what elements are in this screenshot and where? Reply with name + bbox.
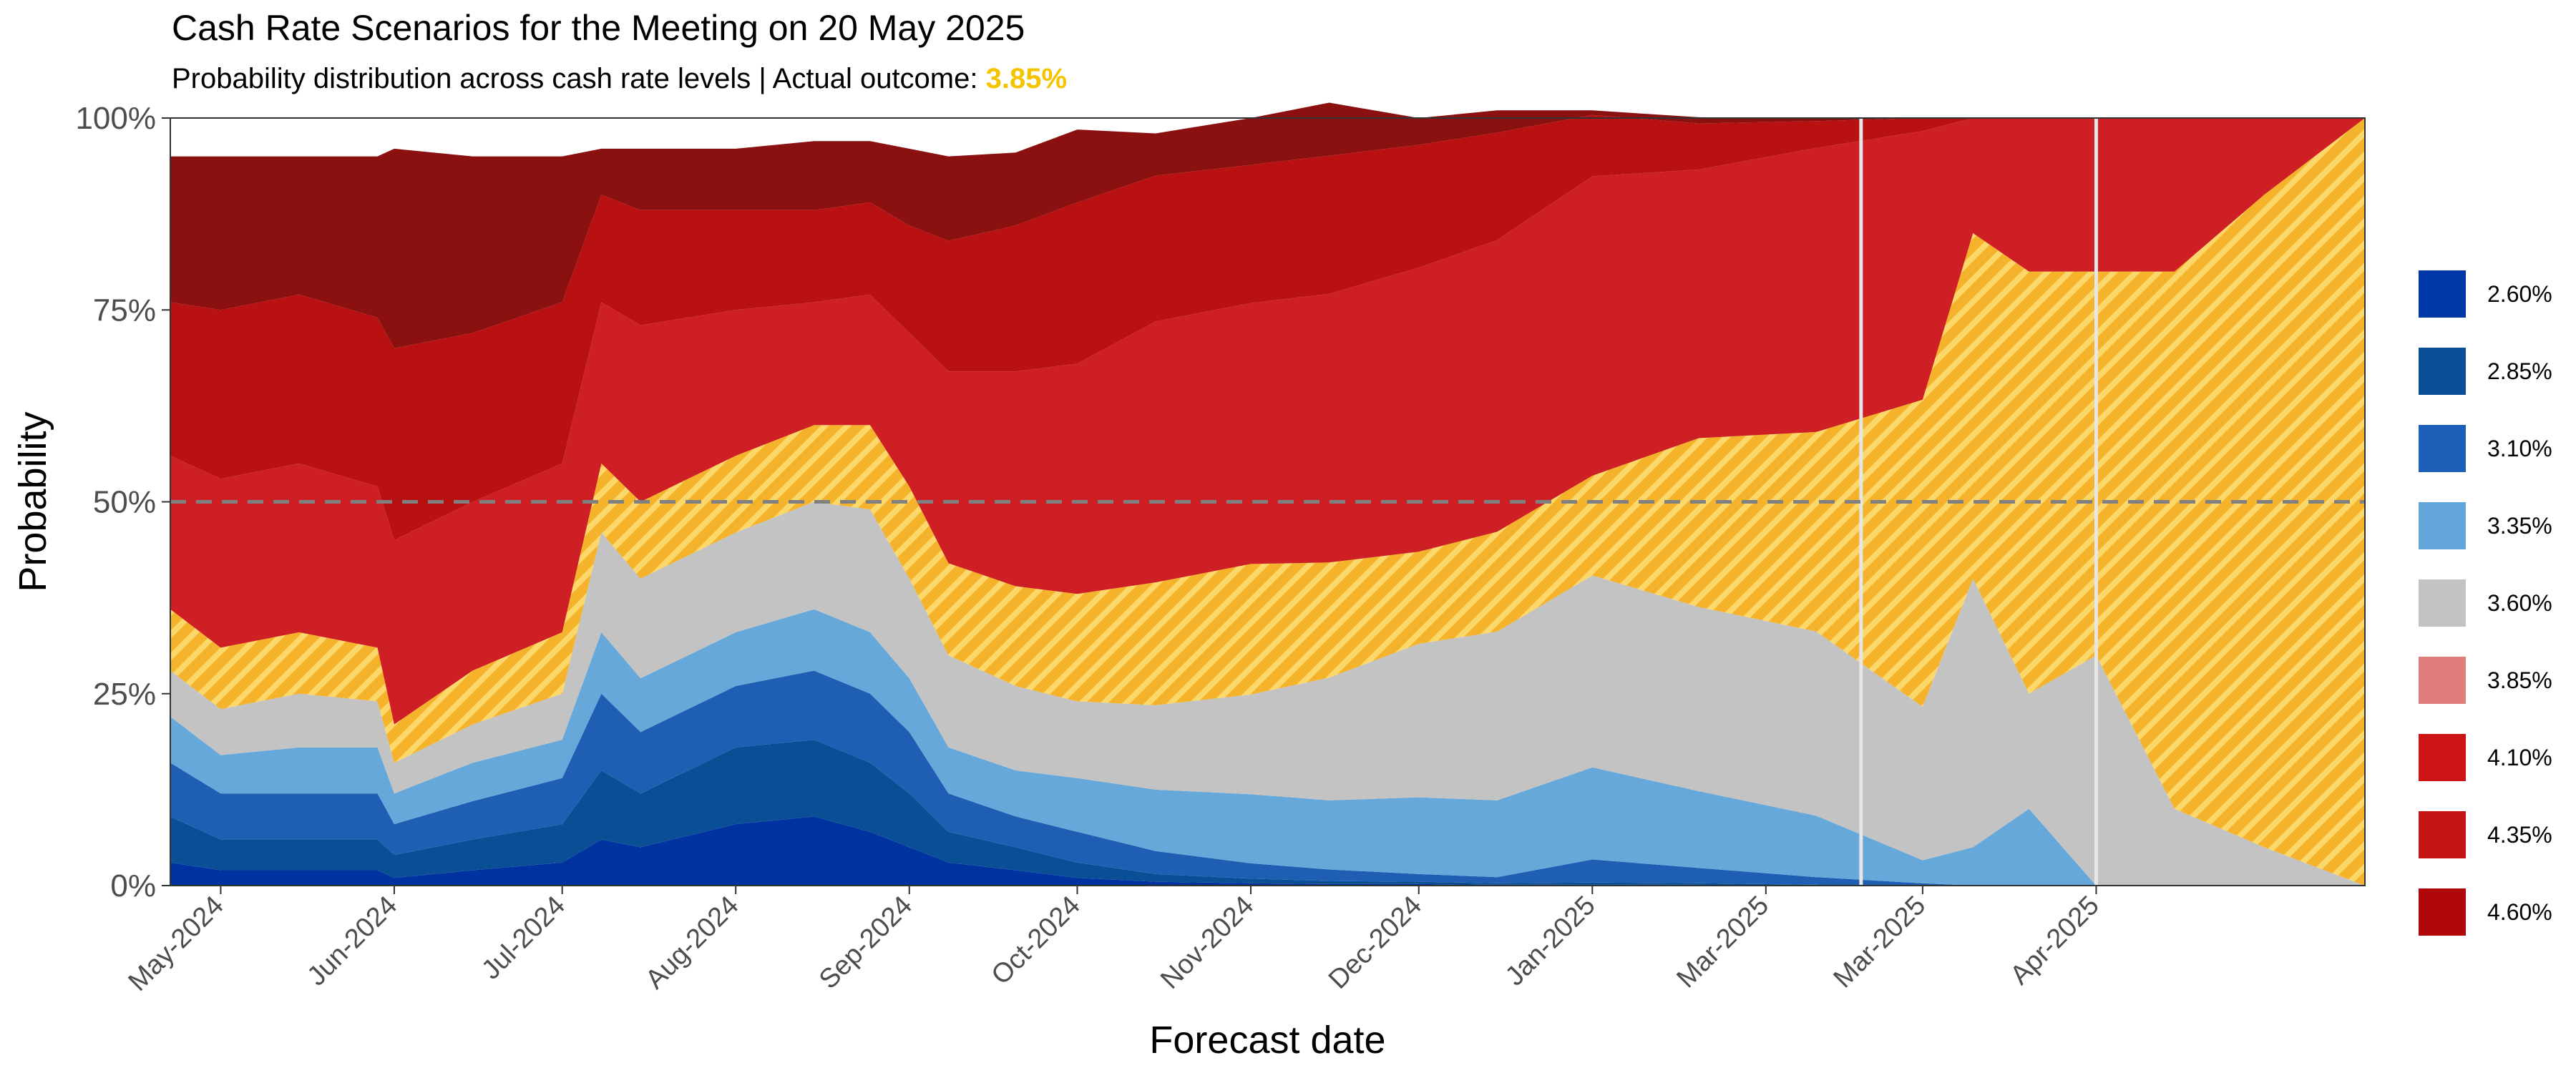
y-tick-label: 0% xyxy=(110,868,156,903)
area-series-2-85pct xyxy=(170,740,2365,886)
legend-key xyxy=(2419,502,2466,549)
y-tick-label: 50% xyxy=(93,485,156,520)
legend-label: 3.10% xyxy=(2487,436,2552,461)
legend-label: 4.60% xyxy=(2487,899,2552,925)
x-tick-label: Aug-2024 xyxy=(640,891,744,995)
plot-area xyxy=(170,102,2365,886)
x-tick-label: Jun-2024 xyxy=(302,891,404,992)
x-tick-label: Mar-2025 xyxy=(1828,891,1932,994)
legend-label: 2.60% xyxy=(2487,281,2552,307)
area-series-2-60pct xyxy=(170,816,2365,886)
legend-key xyxy=(2419,657,2466,704)
legend-key xyxy=(2419,579,2466,627)
x-tick-label: Nov-2024 xyxy=(1155,891,1259,995)
legend-key xyxy=(2419,734,2466,781)
x-tick-label: Apr-2025 xyxy=(2005,891,2105,991)
chart-subtitle: Probability distribution across cash rat… xyxy=(172,63,1067,95)
x-tick-label: Dec-2024 xyxy=(1323,891,1428,995)
legend-label: 4.35% xyxy=(2487,822,2552,848)
legend-key xyxy=(2419,888,2466,936)
area-series-3-60pct xyxy=(170,501,2365,886)
area-series-3-10pct xyxy=(170,670,2365,886)
legend-label: 4.10% xyxy=(2487,745,2552,770)
y-tick-label: 75% xyxy=(93,293,156,328)
x-tick-label: Sep-2024 xyxy=(814,891,918,995)
y-tick-label: 25% xyxy=(93,677,156,712)
legend-key xyxy=(2419,425,2466,472)
x-tick-label: May-2024 xyxy=(123,891,230,997)
chart-title: Cash Rate Scenarios for the Meeting on 2… xyxy=(172,8,1025,48)
legend-key xyxy=(2419,270,2466,318)
area-series-4-35pct xyxy=(170,114,2365,541)
legend: 2.60% 2.85% 3.10% 3.35% 3.60% 3.85% 4.10% 4.35%… xyxy=(2419,270,2552,936)
legend-label: 3.60% xyxy=(2487,590,2552,616)
area-series-3-35pct xyxy=(170,609,2365,886)
x-axis-title: Forecast date xyxy=(1149,1019,1385,1062)
area-series-4-60pct xyxy=(170,102,2365,348)
x-tick-label: Jul-2024 xyxy=(476,891,571,986)
subtitle-text: Probability distribution across cash rat… xyxy=(172,63,986,94)
legend-label: 3.85% xyxy=(2487,667,2552,693)
y-axis-title: Probability xyxy=(11,411,54,592)
x-tick-label: Oct-2024 xyxy=(986,891,1086,991)
legend-key xyxy=(2419,348,2466,395)
x-tick-label: Mar-2025 xyxy=(1671,891,1775,994)
y-tick-label: 100% xyxy=(75,101,156,136)
legend-label: 2.85% xyxy=(2487,358,2552,384)
area-series-4-10pct xyxy=(170,118,2365,725)
actual-outcome-value: 3.85% xyxy=(985,63,1068,94)
legend-label: 3.35% xyxy=(2487,513,2552,539)
legend-key xyxy=(2419,811,2466,858)
x-tick-label: Jan-2025 xyxy=(1500,891,1601,992)
